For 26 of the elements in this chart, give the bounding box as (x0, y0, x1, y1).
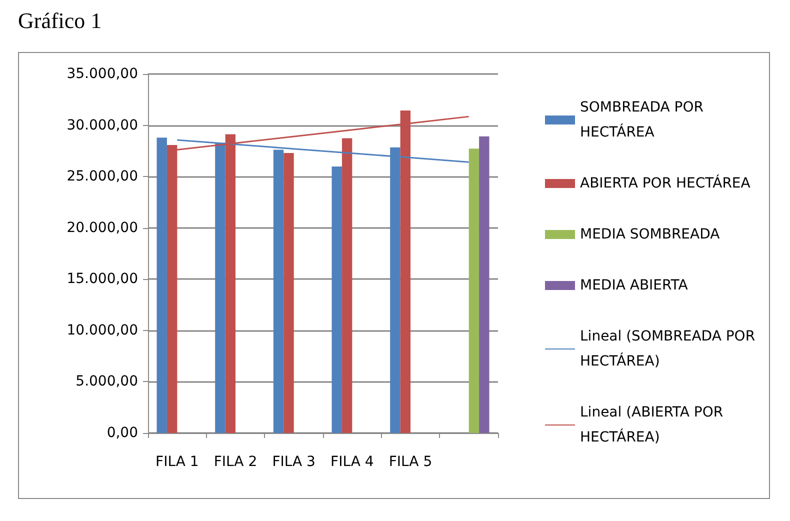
y-tick-label: 0,00 (106, 425, 138, 441)
y-tick-label: 20.000,00 (66, 220, 138, 236)
y-tick-label: 35.000,00 (66, 66, 138, 82)
y-tick-label: 15.000,00 (66, 271, 138, 288)
x-tick-label: FILA 2 (214, 454, 258, 470)
legend-label: Lineal (SOMBREADA POR HECTÁREA) (580, 328, 760, 370)
bar (479, 136, 490, 433)
y-tick-label: 10.000,00 (66, 322, 138, 338)
bar (156, 138, 167, 433)
legend-label: Lineal (ABIERTA POR HECTÁREA) (580, 404, 728, 446)
bar (284, 152, 294, 433)
legend-label: SOMBREADA POR HECTÁREA (580, 100, 708, 140)
bar (342, 138, 352, 433)
legend-label: ABIERTA POR HECTÁREA (580, 174, 751, 192)
y-tick-label: 5.000,00 (76, 374, 138, 390)
y-tick-label: 30.000,00 (66, 117, 138, 134)
bar (468, 148, 480, 433)
y-tick-label: 25.000,00 (66, 168, 138, 185)
x-tick-label: FILA 3 (272, 454, 316, 470)
bar (332, 166, 342, 433)
x-tick-label: FILA 5 (388, 454, 432, 470)
x-tick-label: FILA 4 (330, 454, 374, 470)
legend-label: MEDIA ABIERTA (580, 278, 688, 294)
x-tick-label: FILA 1 (156, 454, 199, 470)
legend-label: MEDIA SOMBREADA (580, 226, 720, 242)
chart-title: Gráfico 1 (18, 8, 102, 34)
